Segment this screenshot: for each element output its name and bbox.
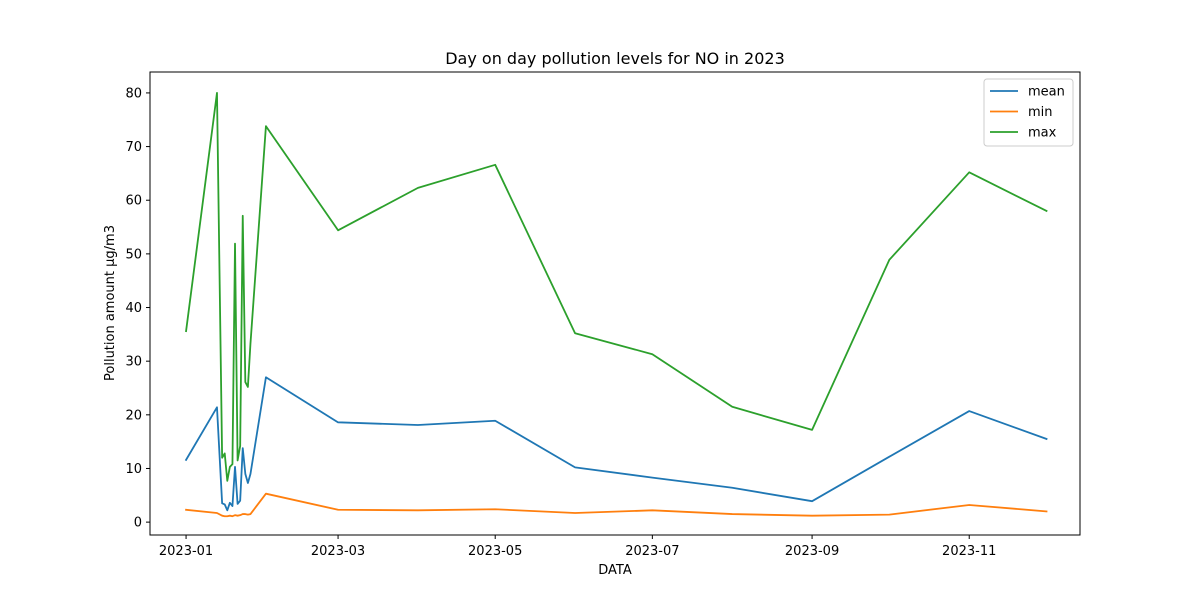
y-axis-title: Pollution amount µg/m3 <box>103 225 118 381</box>
y-tick-label: 50 <box>125 247 142 262</box>
x-axis-title: DATA <box>598 563 632 578</box>
plot-frame <box>149 71 1081 536</box>
y-tick-label: 10 <box>125 462 142 477</box>
chart-title: Day on day pollution levels for NO in 20… <box>445 49 785 68</box>
series-min <box>185 492 1048 518</box>
x-tick-label: 2023-03 <box>311 544 365 559</box>
y-tick-label: 0 <box>134 516 142 531</box>
x-tick-label: 2023-11 <box>942 544 996 559</box>
series-line-mean <box>184 376 1048 512</box>
legend-label-mean: mean <box>1028 85 1065 100</box>
y-tick-label: 30 <box>125 355 142 370</box>
y-tick-label: 40 <box>125 301 142 316</box>
series-max <box>185 92 1048 482</box>
x-tick-label: 2023-09 <box>785 544 839 559</box>
x-tick-label: 2023-07 <box>625 544 679 559</box>
y-tick-label: 20 <box>125 408 142 423</box>
legend: mean min max <box>983 78 1074 147</box>
legend-label-min: min <box>1028 105 1053 120</box>
series-line-max <box>185 92 1048 482</box>
y-tick-label: 60 <box>125 194 142 209</box>
x-axis: 2023-01 2023-03 2023-05 2023-07 2023-09 2023-… <box>159 535 996 559</box>
series-mean <box>184 376 1048 512</box>
y-tick-label: 70 <box>125 140 142 155</box>
y-axis: 0 10 20 30 40 50 60 70 80 <box>125 86 150 531</box>
x-tick-label: 2023-01 <box>159 544 213 559</box>
y-tick-label: 80 <box>125 86 142 101</box>
series-line-min <box>185 492 1048 518</box>
legend-box <box>983 78 1074 147</box>
legend-label-max: max <box>1028 126 1057 141</box>
series-layer <box>184 92 1048 518</box>
x-tick-label: 2023-05 <box>468 544 522 559</box>
